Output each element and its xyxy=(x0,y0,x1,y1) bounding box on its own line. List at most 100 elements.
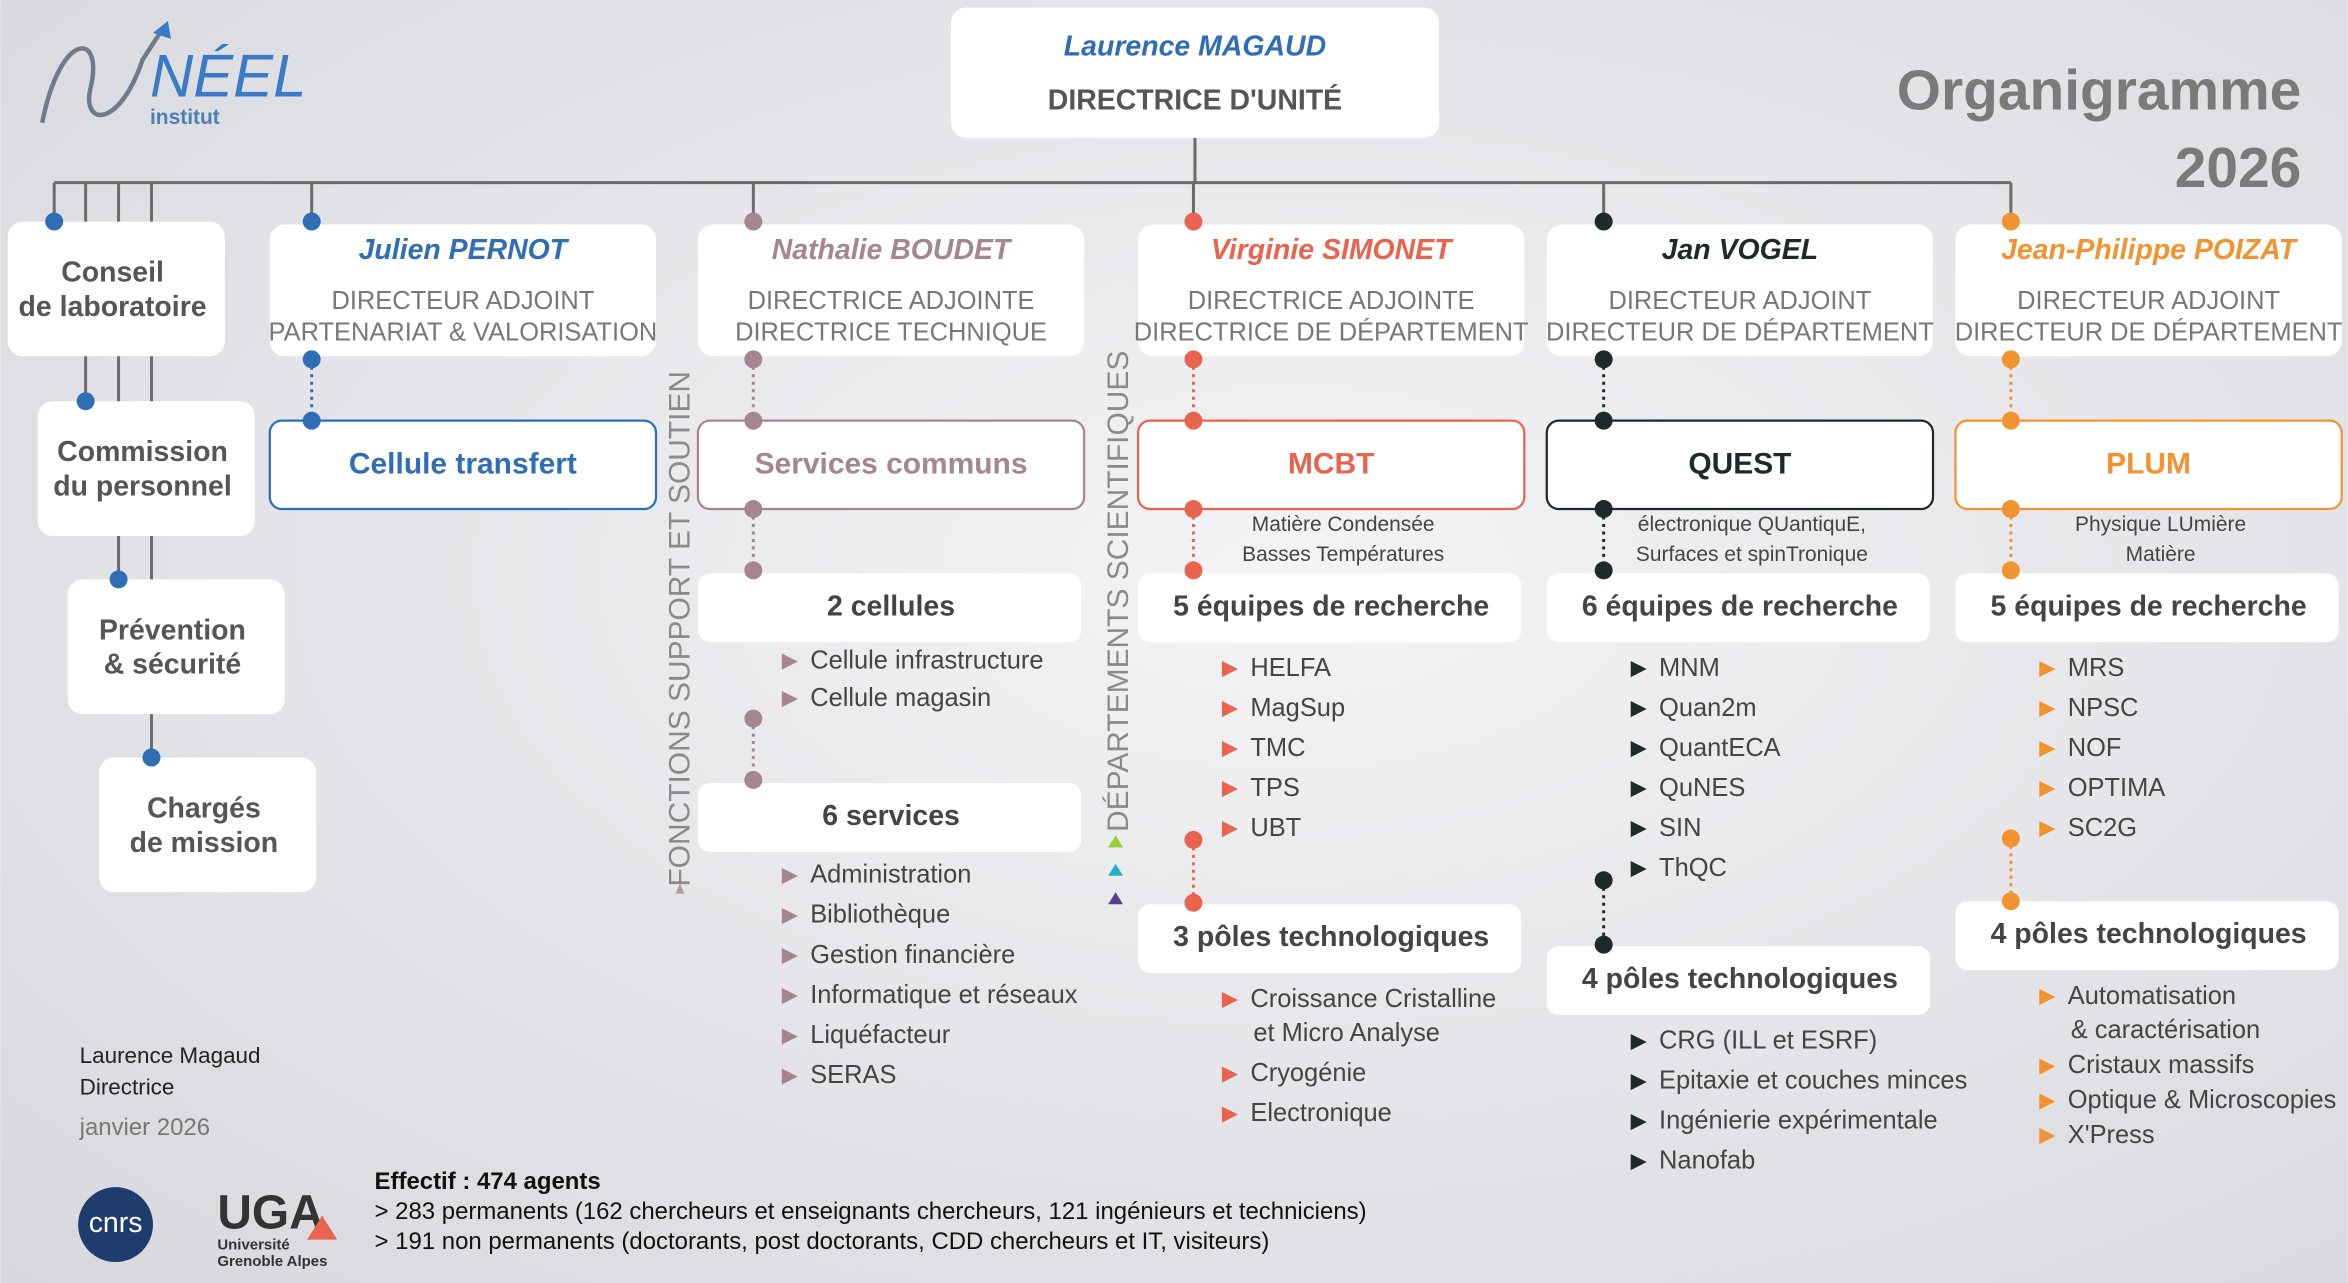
dot xyxy=(744,500,763,518)
cnrs-text: cnrs xyxy=(89,1207,143,1239)
item-arrow: ▶ xyxy=(2039,657,2056,680)
dot xyxy=(744,561,763,580)
item-label: Optique & Microscopies xyxy=(2068,1086,2337,1114)
dot xyxy=(744,770,763,789)
person-role: DIRECTRICE TECHNIQUE xyxy=(735,319,1047,347)
item-label: Automatisation xyxy=(2068,982,2236,1010)
group-title: 5 équipes de recherche xyxy=(1173,590,1489,622)
item-arrow: ▶ xyxy=(1631,1030,1648,1053)
item-arrow: ▶ xyxy=(1222,737,1239,760)
dot xyxy=(744,350,763,369)
item-label: SERAS xyxy=(810,1061,896,1089)
item-label: Cellule infrastructure xyxy=(810,646,1043,674)
person-role: DIRECTEUR ADJOINT xyxy=(331,287,594,315)
item-arrow: ▶ xyxy=(2039,1054,2056,1077)
person-name: Nathalie BOUDET xyxy=(772,234,1013,266)
group-title: 6 services xyxy=(822,800,960,832)
item-arrow: ▶ xyxy=(1222,777,1239,800)
item-label: Croissance Cristalline xyxy=(1250,985,1496,1013)
group-title: 6 équipes de recherche xyxy=(1582,590,1898,622)
person-role: DIRECTRICE DE DÉPARTEMENT xyxy=(1134,318,1529,347)
item-arrow: ▶ xyxy=(1631,817,1648,840)
council-label: Commission xyxy=(57,436,228,468)
item-arrow: ▶ xyxy=(1631,857,1648,880)
unit-name: MCBT xyxy=(1288,447,1374,480)
item-label: SC2G xyxy=(2068,814,2137,842)
council-label: Conseil xyxy=(61,256,164,288)
item-label: Liquéfacteur xyxy=(810,1021,951,1049)
unit-box xyxy=(1545,419,1935,511)
item-label: Ingénierie expérimentale xyxy=(1659,1107,1938,1135)
item-label: TPS xyxy=(1250,774,1299,802)
dot xyxy=(45,212,64,231)
item-arrow: ▶ xyxy=(1631,1149,1648,1172)
council-label: Chargés xyxy=(147,792,261,824)
dot xyxy=(2001,829,2020,848)
item-arrow: ▶ xyxy=(782,863,799,886)
uga-sub: Grenoble Alpes xyxy=(217,1253,327,1270)
item-label: X'Press xyxy=(2068,1121,2155,1149)
dot xyxy=(1184,212,1203,231)
dot xyxy=(1184,500,1203,518)
group-title: 2 cellules xyxy=(827,590,955,622)
dot xyxy=(76,392,95,411)
item-arrow: ▶ xyxy=(782,944,799,967)
item-arrow: ▶ xyxy=(782,1064,799,1087)
unit-subtitle: Matière xyxy=(2126,543,2196,566)
item-label: Administration xyxy=(810,861,971,889)
director-role: DIRECTRICE D'UNITÉ xyxy=(1048,84,1342,116)
dot xyxy=(302,212,321,231)
person-box xyxy=(269,224,657,357)
dot xyxy=(109,570,128,589)
group-box xyxy=(1546,946,1931,1016)
item-arrow: ▶ xyxy=(1222,697,1239,720)
dot xyxy=(1594,871,1613,890)
dot xyxy=(302,411,321,430)
item-label: & caractérisation xyxy=(2071,1016,2260,1044)
group-title: 5 équipes de recherche xyxy=(1991,590,2307,622)
group-box xyxy=(1138,573,1522,643)
item-label: UBT xyxy=(1250,814,1301,842)
group-box xyxy=(697,573,1082,643)
logo-sub: institut xyxy=(150,106,220,129)
council-label: Prévention xyxy=(99,614,246,646)
dot xyxy=(142,748,161,767)
group-box xyxy=(697,782,1082,852)
logo-arrow xyxy=(152,20,171,39)
council-box xyxy=(67,579,285,715)
dot xyxy=(2001,892,2020,911)
dot xyxy=(1184,561,1203,580)
group-title: 4 pôles technologiques xyxy=(1991,918,2307,950)
director-name: Laurence MAGAUD xyxy=(1064,30,1326,62)
dot xyxy=(2001,350,2020,369)
dot xyxy=(2001,212,2020,231)
dot xyxy=(1184,830,1203,849)
item-arrow: ▶ xyxy=(1222,817,1239,840)
group-box xyxy=(1955,901,2339,971)
dot xyxy=(2001,500,2020,518)
dot xyxy=(1594,212,1613,231)
dot xyxy=(1594,561,1613,580)
uga-text: UGA xyxy=(217,1186,323,1239)
unit-subtitle: Matière Condensée xyxy=(1252,513,1435,536)
item-label: QuantECA xyxy=(1659,734,1781,762)
unit-subtitle: électronique QUantiquE, xyxy=(1638,513,1866,536)
item-arrow: ▶ xyxy=(2039,697,2056,720)
council-box xyxy=(99,757,317,893)
person-name: Jean-Philippe POIZAT xyxy=(2001,234,2299,266)
unit-name: Services communs xyxy=(755,447,1028,480)
item-label: NPSC xyxy=(2068,694,2139,722)
item-arrow: ▶ xyxy=(2039,817,2056,840)
person-box xyxy=(1138,224,1525,357)
group-box xyxy=(1138,904,1522,974)
item-arrow: ▶ xyxy=(1631,737,1648,760)
council-box xyxy=(7,221,225,357)
dot xyxy=(744,212,763,231)
triangle xyxy=(1108,835,1124,848)
item-arrow: ▶ xyxy=(1222,1102,1239,1125)
item-arrow: ▶ xyxy=(1631,1069,1648,1092)
item-arrow: ▶ xyxy=(782,903,799,926)
dot xyxy=(1594,411,1613,430)
person-box xyxy=(697,224,1085,357)
item-arrow: ▶ xyxy=(1631,1109,1648,1132)
